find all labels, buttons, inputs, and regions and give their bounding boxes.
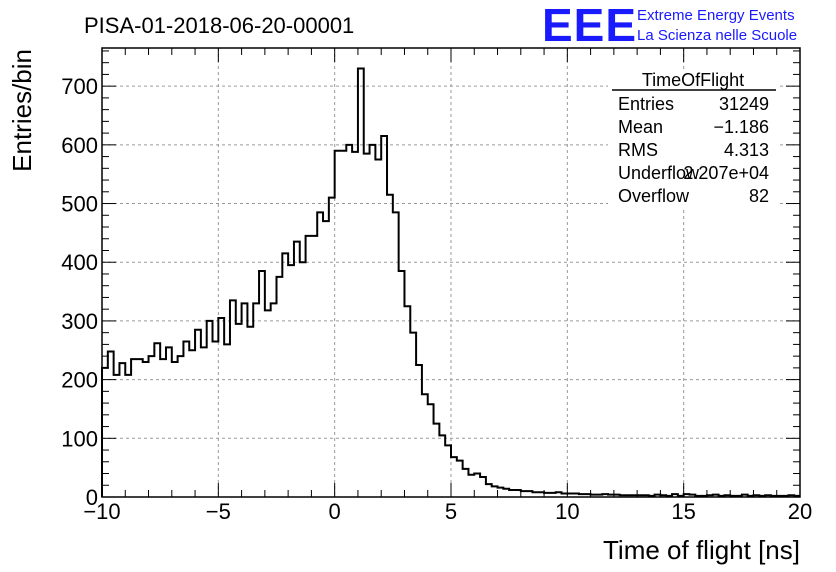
stats-row-label: RMS: [618, 140, 658, 160]
stats-row-label: Underflow: [618, 163, 700, 183]
stats-row-value: 31249: [719, 94, 769, 114]
chart-title: PISA-01-2018-06-20-00001: [84, 13, 354, 38]
stats-row-label: Overflow: [618, 186, 690, 206]
eee-logo: EEE Extreme Energy Events La Scienza nel…: [542, 0, 797, 51]
stats-box-background: [608, 70, 778, 207]
stats-row-label: Mean: [618, 117, 663, 137]
y-axis-title: Entries/bin: [7, 49, 37, 172]
stats-row-value: 4.313: [724, 140, 769, 160]
logo-line1: Extreme Energy Events: [637, 7, 795, 24]
x-axis-title: Time of flight [ns]: [603, 535, 800, 565]
y-tick-label: 300: [61, 309, 98, 334]
x-tick-label: 10: [555, 499, 579, 524]
stats-title: TimeOfFlight: [642, 70, 744, 90]
y-tick-label: 400: [61, 250, 98, 275]
stats-row-value: −1.186: [713, 117, 769, 137]
stats-row-label: Entries: [618, 94, 674, 114]
stats-rows: Entries 31249 Mean −1.186 RMS 4.313 Underflow2…: [618, 94, 769, 206]
y-tick-label: 200: [61, 368, 98, 393]
y-tick-label: 100: [61, 426, 98, 451]
x-tick-label: −5: [206, 499, 231, 524]
x-tick-label: −10: [83, 499, 120, 524]
y-tick-label: 0: [86, 485, 98, 510]
logo-line2: La Scienza nelle Scuole: [637, 27, 797, 44]
y-tick-label: 700: [61, 74, 98, 99]
y-tick-label: 500: [61, 192, 98, 217]
stats-row-value: 2.207e+04: [683, 163, 769, 183]
x-tick-label: 15: [671, 499, 695, 524]
stats-row-value: 82: [749, 186, 769, 206]
x-tick-label: 0: [329, 499, 341, 524]
y-tick-label: 600: [61, 133, 98, 158]
x-tick-label: 20: [788, 499, 812, 524]
x-tick-label: 5: [445, 499, 457, 524]
axis-ticks: [101, 48, 801, 498]
stats-box: TimeOfFlight Entries 31249 Mean −1.186 RMS 4.…: [608, 70, 778, 207]
logo-mark: EEE: [542, 0, 637, 51]
histogram-series-line: [101, 67, 800, 497]
